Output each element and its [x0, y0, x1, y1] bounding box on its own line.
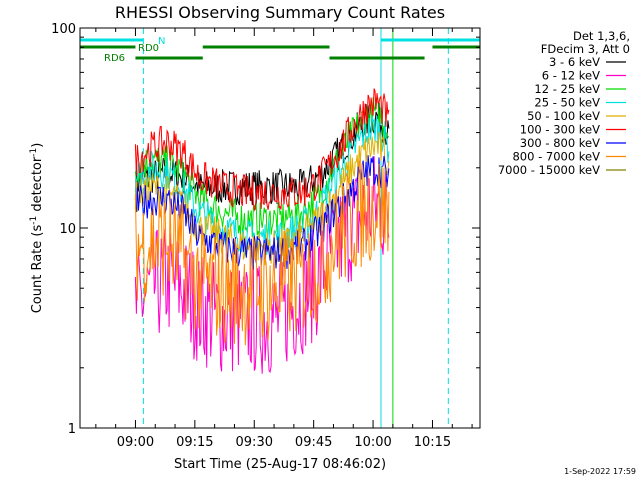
y-axis-label-tail: detector: [30, 156, 45, 216]
x-tick-label: 10:15: [414, 435, 451, 450]
y-axis-label-sup: -1: [29, 216, 39, 225]
y-axis-label-main: Count Rate (s: [30, 225, 45, 314]
legend-label: 50 - 100 keV: [527, 109, 600, 123]
series-line-100-300-kev: [134, 88, 390, 212]
chart-title: RHESSI Observing Summary Count Rates: [115, 3, 445, 22]
y-tick-label: 10: [59, 222, 76, 237]
legend-label: 300 - 800 keV: [520, 136, 600, 150]
x-tick-label: 10:00: [354, 435, 391, 450]
y-tick-label: 100: [51, 22, 76, 37]
x-tick-label: 09:30: [236, 435, 273, 450]
series-line-12-25-kev: [134, 96, 390, 238]
legend-label: 100 - 300 keV: [520, 123, 600, 137]
series-line-50-100-kev: [134, 131, 390, 266]
flag-label-rd6: RD6: [104, 53, 125, 64]
legend-label: 6 - 12 keV: [542, 69, 600, 83]
legend-label: 800 - 7000 keV: [512, 150, 600, 164]
x-tick-label: 09:00: [117, 435, 154, 450]
legend-label: 25 - 50 keV: [534, 96, 600, 110]
legend-label: 12 - 25 keV: [534, 82, 600, 96]
legend-label: 3 - 6 keV: [549, 55, 600, 69]
x-tick-label: 09:15: [176, 435, 213, 450]
y-axis-label-close: ): [30, 143, 45, 148]
flag-label-n: N: [158, 36, 165, 47]
y-axis-label-sup2: -1: [29, 148, 39, 157]
series-line-800-7000-kev: [134, 158, 390, 346]
y-axis-label: Count Rate (s-1 detector-1): [29, 143, 45, 314]
legend-label: 7000 - 15000 keV: [498, 163, 600, 177]
x-axis-label: Start Time (25-Aug-17 08:46:02): [174, 457, 386, 472]
flag-label-rd0: RD0: [138, 43, 159, 54]
legend-header-line1: Det 1,3,6,: [573, 29, 630, 43]
legend-header-line2: FDecim 3, Att 0: [541, 42, 630, 56]
y-tick-label: 1: [68, 422, 76, 437]
timestamp: 1-Sep-2022 17:59: [564, 467, 636, 476]
x-tick-label: 09:45: [295, 435, 332, 450]
